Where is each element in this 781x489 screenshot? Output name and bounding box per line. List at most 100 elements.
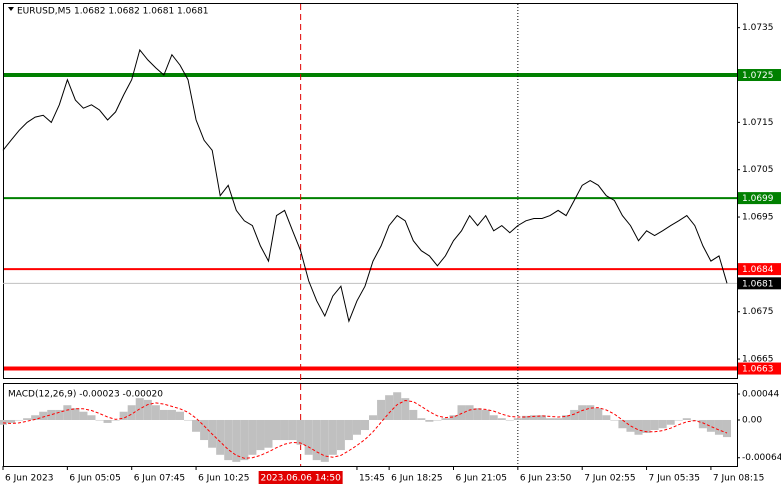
macd-bar [240,419,249,461]
x-tick-label: 7 Jun 02:55 [584,474,635,484]
macd-bar [489,415,498,420]
macd-bar [344,419,353,441]
x-tick-label: 15:45 [359,474,385,484]
y-tick-label: 0.00044 [742,390,779,400]
macd-bar [103,419,112,423]
x-tick-label: 7 Jun 08:15 [713,474,764,484]
macd-bar [360,419,370,431]
macd-bar [666,419,675,425]
macd-bar [457,405,466,420]
price-panel [3,3,738,379]
chart-title: EURUSD,M5 1.0682 1.0682 1.0681 1.0681 [17,7,209,17]
macd-bar [634,419,643,435]
macd-bar [401,398,410,420]
macd-bar [554,418,563,420]
crosshair-label: 2023.06.06 14:50 [260,474,341,484]
macd-bar [393,392,402,420]
macd-bar [328,419,337,455]
macd-bar [369,415,378,420]
x-tick-label: 6 Jun 23:50 [520,474,572,484]
macd-bar [449,415,458,420]
macd-bar [529,415,538,420]
macd-bar [63,405,72,420]
crosshair-label-box [258,471,343,484]
macd-bar [417,418,426,420]
macd-bar [682,418,691,420]
macd-panel [3,383,738,467]
current-price-box [738,277,781,290]
macd-bar [272,419,281,441]
macd-bar [264,419,273,448]
macd-bar [521,415,530,420]
macd-bar [143,399,152,420]
macd-bar [642,419,651,433]
macd-bar [216,419,225,455]
macd-bar [312,419,321,461]
level-label: 1.0725 [742,71,774,81]
macd-bar [626,419,635,432]
macd-bar [441,418,450,420]
macd-bar [175,411,184,420]
macd-bar [304,419,313,455]
macd-bar [248,419,257,455]
x-tick-label: 6 Jun 2023 [5,474,53,484]
y-tick-label: 1.0715 [742,118,774,128]
level-label-box [738,192,781,205]
y-tick-label: 1.0665 [742,355,774,365]
x-tick-label: 6 Jun 10:25 [198,474,249,484]
macd-bar [23,418,32,420]
macd-title: MACD(12,26,9) -0.00023 -0.00020 [8,390,163,400]
macd-bar [385,395,394,420]
macd-bar [296,419,305,445]
macd-bar [409,409,418,420]
macd-bar [377,399,386,420]
macd-bar [15,419,24,421]
y-tick-label: 1.0735 [742,23,774,33]
level-label: 1.0699 [742,194,774,204]
macd-bar [119,411,128,420]
macd-bar [513,418,522,420]
x-tick-label: 6 Jun 21:05 [455,474,506,484]
macd-bar [127,405,136,420]
macd-bar [159,409,168,420]
macd-bar [722,419,732,438]
macd-bar [256,419,265,451]
macd-bar [288,419,297,441]
macd-bar [650,419,659,431]
macd-bar [698,419,707,429]
level-label-box [738,362,781,375]
macd-bar [586,405,595,420]
level-label: 1.0684 [742,265,774,275]
macd-bar [602,415,611,420]
x-tick-label: 7 Jun 05:35 [649,474,700,484]
signal-line [2,399,728,459]
macd-bar [0,419,8,425]
macd-bar [224,419,233,461]
macd-bar [71,408,80,420]
macd-bar [706,419,715,432]
macd-bar [31,415,40,420]
macd-bar [425,419,434,422]
y-tick-label: 1.0695 [742,213,774,223]
y-tick-label: 1.0675 [742,307,774,317]
level-label: 1.0663 [742,365,774,375]
macd-bar [594,408,603,420]
macd-bar [47,409,56,420]
macd-bar [95,419,104,421]
macd-bar [497,418,506,420]
macd-bar [505,419,514,421]
macd-bar [562,415,571,420]
macd-bar [87,415,96,420]
macd-bar [658,419,667,429]
y-tick-label: -0.00064 [742,453,781,463]
y-tick-label: 0.00 [742,415,762,425]
macd-bar [151,405,160,420]
macd-bar [192,419,201,432]
macd-bar [465,405,474,420]
macd-bar [184,419,193,421]
macd-bar [714,419,723,435]
macd-bar [39,411,48,420]
macd-bar [578,405,587,420]
macd-bar [570,409,579,420]
macd-bar [618,419,627,429]
